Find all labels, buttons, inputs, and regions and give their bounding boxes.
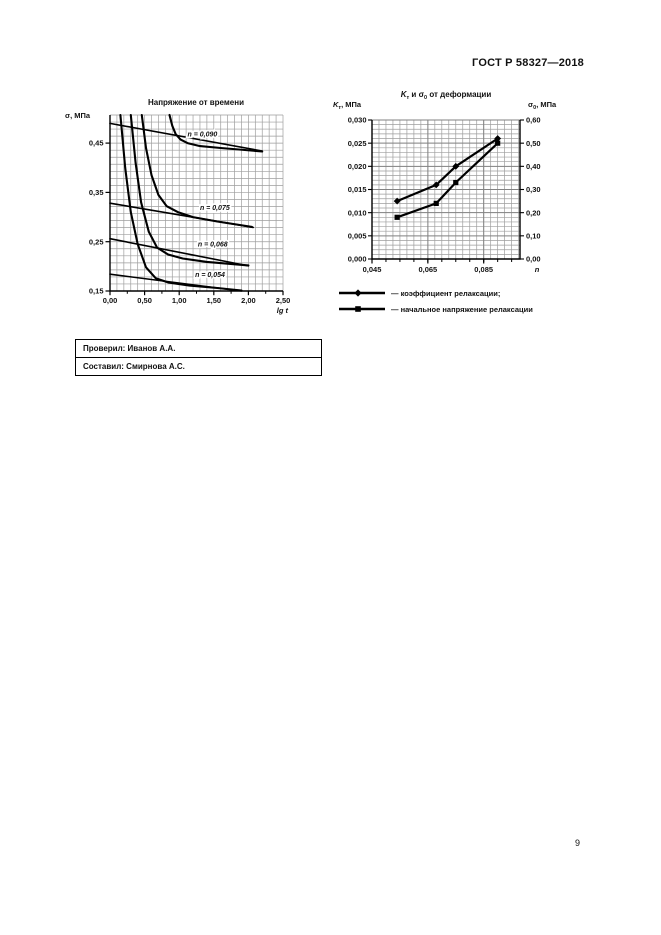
signature-row-checked-by: Проверил: Иванов А.А.: [76, 340, 321, 358]
stress-chart-plot: 0,15 0,25 0,35 0,45 0,00 0,50 1,00 1,50 2,00 2,50…: [89, 113, 291, 315]
left-y-tick-label: 0,020: [348, 162, 367, 171]
series-line: [109, 122, 263, 152]
stress-time-chart: Напряжение от времени σ, МПа 0,15 0,25 0,3…: [62, 96, 302, 326]
left-y-tick-label: 0,000: [348, 255, 367, 264]
right-axis-unit: , МПа: [536, 100, 557, 109]
left-y-tick-label: 0,010: [348, 208, 367, 217]
series-curve: [140, 113, 253, 228]
diamond-marker-line-icon: [339, 289, 385, 297]
curve-label: n = 0,075: [200, 205, 230, 212]
x-tick-label: 0,00: [103, 296, 118, 305]
diamond-marker: [432, 181, 440, 189]
x-axis-label: n: [535, 265, 540, 274]
relaxation-chart-title: Kт и σ0 от деформации: [346, 90, 546, 101]
series-diamond: [396, 137, 499, 203]
left-y-tick-label: 0,030: [348, 116, 367, 125]
x-tick-label: 1,00: [172, 296, 187, 305]
right-axis-sigma-symbol: σ: [528, 100, 534, 109]
relaxation-chart: Kт и σ0 от деформации Kт, МПа σ0, МПа 0,…: [330, 88, 592, 328]
series-square: [396, 142, 499, 219]
y-tick-label: 0,35: [89, 188, 104, 197]
curve-label: n = 0,054: [195, 272, 225, 279]
square-marker: [394, 214, 400, 220]
series-curve: [129, 113, 250, 267]
stress-chart-y-axis-label: σ, МПа: [65, 111, 91, 120]
right-y-tick-label: 0,60: [526, 116, 541, 125]
title-k-subscript: т: [406, 95, 410, 101]
x-axis-label: lg t: [277, 306, 289, 315]
square-marker: [433, 200, 439, 206]
legend-label: — начальное напряжение релаксации: [391, 304, 533, 314]
legend-label: — коэффициент релаксации;: [391, 288, 501, 298]
series-curve: [119, 113, 243, 292]
right-y-tick-label: 0,40: [526, 162, 541, 171]
title-mid: и σ: [409, 90, 425, 99]
x-tick-label: 2,00: [241, 296, 256, 305]
series-line: [109, 237, 250, 267]
x-tick-label: 1,50: [206, 296, 221, 305]
legend-item-relaxation-coefficient: — коэффициент релаксации;: [338, 287, 500, 299]
title-k-symbol: K: [400, 90, 407, 99]
right-y-tick-label: 0,30: [526, 185, 541, 194]
left-axis-k-subscript: т: [338, 105, 342, 111]
right-axis-sigma-subscript: 0: [533, 105, 537, 111]
square-marker: [495, 140, 501, 146]
right-y-tick-label: 0,20: [526, 208, 541, 217]
x-tick-label: 0,045: [363, 265, 382, 274]
legend-square-marker: [355, 306, 361, 312]
y-tick-label: 0,45: [89, 139, 104, 148]
curve-label: n = 0,068: [198, 242, 228, 249]
document-header-code: ГОСТ Р 58327—2018: [472, 57, 584, 69]
left-y-tick-label: 0,015: [348, 185, 367, 194]
axis-frame: [109, 115, 283, 292]
stress-chart-title: Напряжение от времени: [147, 98, 245, 107]
title-rest: от деформации: [427, 90, 492, 99]
right-y-tick-label: 0,00: [526, 255, 541, 264]
left-y-tick-label: 0,025: [348, 139, 367, 148]
diamond-marker: [494, 135, 502, 142]
diamond-marker: [452, 162, 460, 170]
square-marker: [453, 179, 459, 186]
signature-box: Проверил: Иванов А.А. Составил: Смирнова…: [75, 339, 322, 376]
series-curve: [168, 113, 264, 153]
page-number: 9: [575, 838, 581, 848]
square-marker-line-icon: [339, 306, 385, 312]
right-y-tick-label: 0,50: [526, 139, 541, 148]
x-tick-label: 0,065: [418, 265, 437, 274]
legend-diamond-marker: [354, 289, 362, 297]
relaxation-chart-right-axis-label: σ0, МПа: [528, 100, 556, 111]
y-tick-label: 0,25: [89, 237, 104, 246]
right-y-tick-label: 0,10: [526, 231, 541, 240]
left-axis-k-symbol: K: [333, 100, 339, 109]
left-axis-unit: , МПа: [341, 100, 362, 109]
x-tick-label: 2,50: [276, 296, 291, 305]
legend-item-initial-relaxation-stress: — начальное напряжение релаксации: [338, 303, 533, 315]
relaxation-chart-plot: 0,000 0,005 0,010 0,015 0,020 0,025 0,030 0,00 0…: [348, 116, 541, 274]
left-y-tick-label: 0,005: [348, 231, 367, 240]
grid-lines: [109, 114, 284, 292]
curve-label: n = 0,090: [188, 132, 218, 139]
signature-row-compiled-by: Составил: Смирнова А.С.: [83, 362, 185, 371]
x-tick-label: 0,085: [474, 265, 493, 274]
relaxation-chart-left-axis-label: Kт, МПа: [333, 100, 361, 111]
y-tick-label: 0,15: [89, 287, 104, 296]
title-sigma-subscript: 0: [424, 95, 428, 101]
x-tick-label: 0,50: [137, 296, 152, 305]
